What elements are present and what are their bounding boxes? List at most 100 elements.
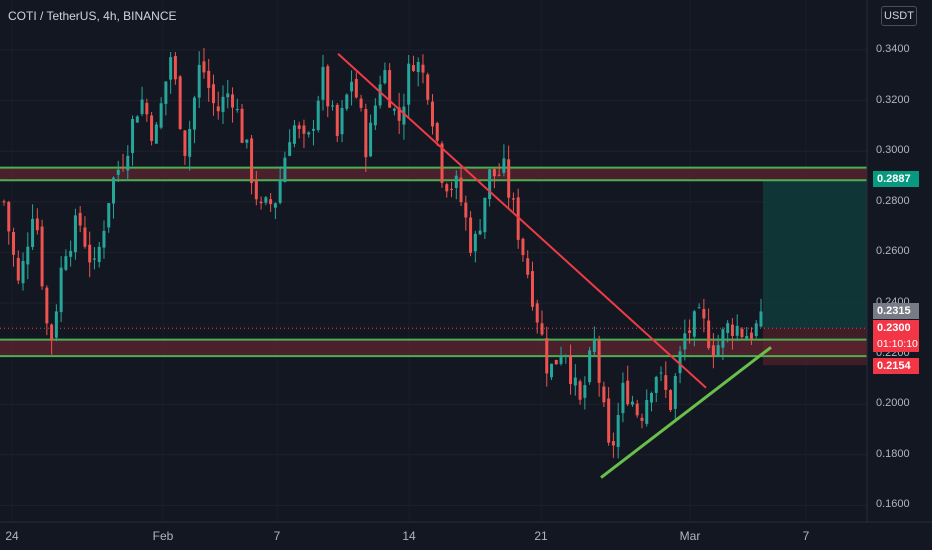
candle-body [640, 417, 644, 421]
candle-body [140, 99, 144, 114]
x-tick-label: 7 [273, 529, 281, 543]
candle-body [416, 61, 420, 72]
candle-body [473, 233, 477, 252]
candle-body [311, 128, 315, 131]
candle-body [292, 125, 296, 144]
last-price-badge: 0.2300 [873, 320, 919, 336]
candle-body [345, 94, 349, 109]
candle-body [202, 61, 206, 73]
candle-body [540, 323, 544, 335]
candle-body [626, 380, 630, 405]
candle-body [211, 84, 215, 104]
candle-body [597, 340, 601, 383]
candle-body [321, 66, 325, 100]
candle-body [464, 202, 468, 218]
candle-body [307, 132, 311, 135]
candle-body [173, 56, 177, 80]
candle-body [759, 311, 763, 327]
candle-body [497, 174, 501, 176]
candle-body [364, 109, 368, 158]
candle-body [607, 398, 611, 443]
candle-body [373, 105, 377, 126]
candle-body [116, 169, 120, 175]
uptrend-line [600, 346, 772, 479]
stop-price-badge: 0.2154 [873, 358, 919, 374]
candle-body [121, 167, 125, 169]
candle-body [278, 179, 282, 203]
candle-body [388, 70, 392, 108]
candle-body [259, 201, 263, 204]
candle-body [188, 128, 192, 157]
candle-body [316, 100, 320, 131]
candle-body [97, 246, 101, 263]
candle-body [402, 106, 406, 125]
candle-body [12, 232, 16, 255]
candle-body [426, 74, 430, 100]
candle-body [88, 244, 92, 263]
candle-body [430, 101, 434, 127]
candle-body [59, 267, 63, 313]
candle-body [164, 81, 168, 104]
trend-lines [337, 53, 772, 479]
candle-body [726, 323, 730, 333]
candle-body [450, 188, 454, 190]
candle-body [592, 338, 596, 352]
candle-body [235, 108, 239, 111]
symbol-title[interactable]: COTI / TetherUS, 4h, BINANCE [8, 9, 177, 23]
x-tick-label: 24 [5, 529, 19, 543]
candle-body [326, 66, 330, 107]
candle-body [192, 97, 196, 130]
candle-body [688, 330, 692, 333]
candle-body [635, 403, 639, 416]
candle-body [649, 393, 653, 403]
candle-body [226, 93, 230, 98]
candle-body [454, 175, 458, 188]
y-tick-label: 0.2000 [876, 397, 910, 410]
candle-body [573, 377, 577, 386]
candle-body [621, 382, 625, 414]
candle-body [678, 351, 682, 374]
candle-body [340, 107, 344, 135]
candle-body [145, 102, 149, 115]
candle-body [64, 256, 68, 270]
candle-body [611, 441, 615, 446]
currency-button[interactable]: USDT [881, 6, 917, 26]
prev-close-badge: 0.2315 [873, 303, 919, 319]
candle-body [102, 230, 106, 248]
candle-body [754, 323, 758, 336]
candle-body [745, 336, 749, 339]
candle-body [692, 311, 696, 337]
candle-body [545, 338, 549, 374]
x-tick-label: Feb [152, 529, 174, 543]
candle-body [83, 227, 87, 247]
candle-body [697, 307, 701, 309]
candle-body [50, 324, 54, 341]
candle-body [16, 257, 20, 281]
candle-body [207, 70, 211, 88]
candle-body [407, 63, 411, 105]
y-tick-label: 0.1600 [876, 498, 910, 511]
x-tick-label: Mar [679, 529, 701, 543]
candle-body [231, 94, 235, 108]
candle-body [183, 130, 187, 156]
bar-countdown-badge: 01:10:10 [873, 336, 919, 352]
candle-body [197, 64, 201, 98]
candle-body [478, 230, 482, 235]
candle-body [645, 399, 649, 424]
target-zone [763, 179, 867, 329]
candle-body [654, 376, 658, 393]
y-tick-label: 0.1800 [876, 447, 910, 460]
candle-body [469, 217, 473, 253]
candle-body [354, 79, 358, 98]
y-tick-label: 0.3200 [876, 93, 910, 106]
candle-body [350, 81, 354, 92]
candle-body [169, 57, 173, 80]
candle-body [35, 218, 39, 231]
target-price-badge: 0.2887 [873, 171, 919, 187]
candle-body [669, 390, 673, 411]
downtrend-line [337, 53, 707, 389]
candle-body [31, 218, 35, 248]
candle-body [54, 311, 58, 338]
candle-body [421, 64, 425, 73]
